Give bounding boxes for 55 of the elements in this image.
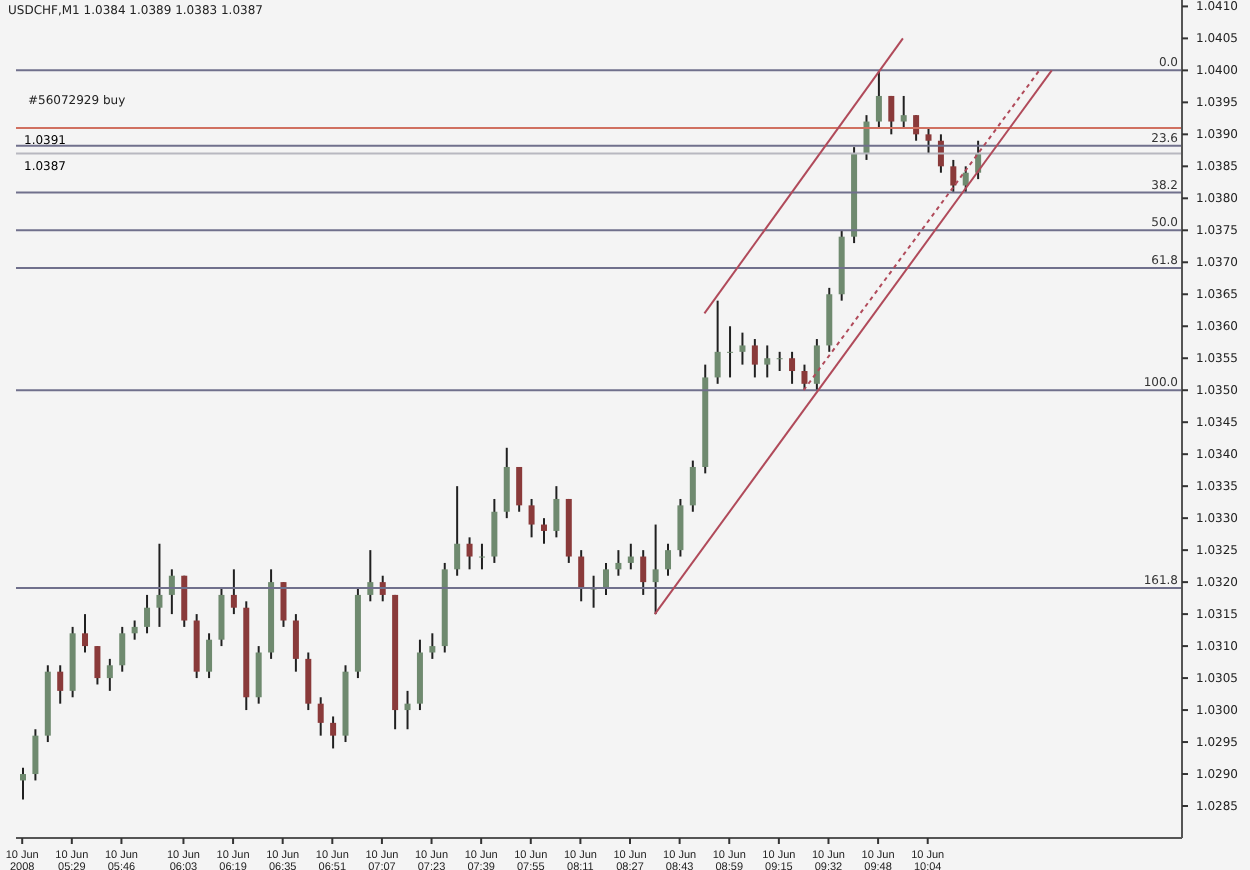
candlestick — [280, 581, 287, 628]
candlestick — [255, 645, 262, 705]
candlestick — [206, 632, 213, 680]
candlestick — [330, 715, 337, 750]
candlestick — [962, 165, 969, 193]
candlestick — [590, 574, 597, 609]
candlestick — [94, 645, 101, 686]
candlestick — [900, 94, 907, 129]
candlestick — [156, 542, 163, 628]
candlestick — [615, 549, 622, 577]
candlestick — [751, 338, 758, 379]
candlestick — [131, 619, 138, 641]
candlestick — [478, 542, 485, 571]
candlestick — [950, 158, 957, 193]
candlestick — [454, 485, 461, 577]
candlestick — [665, 542, 672, 577]
candlestick — [491, 497, 498, 564]
candlestick — [540, 517, 547, 545]
candlestick — [292, 613, 299, 673]
candlestick — [578, 549, 585, 603]
candlestick — [516, 465, 523, 513]
candlestick — [739, 331, 746, 366]
candlestick — [789, 350, 796, 385]
candlestick — [144, 593, 151, 635]
candlestick — [925, 126, 932, 155]
candlestick — [627, 542, 634, 571]
candlestick — [503, 446, 510, 520]
candlestick — [305, 651, 312, 712]
candlestick — [603, 561, 609, 596]
candlestick — [776, 350, 783, 373]
candlestick — [640, 549, 647, 596]
candlestick — [57, 664, 64, 705]
candlestick — [875, 69, 882, 129]
candlestick — [230, 568, 237, 616]
candlestick — [813, 338, 820, 392]
candlestick — [404, 689, 411, 731]
candlestick — [689, 459, 696, 513]
candlestick — [317, 696, 324, 737]
candlestick — [888, 94, 895, 136]
candlestick — [714, 299, 721, 385]
candlestick — [32, 728, 39, 782]
candlestick — [119, 625, 126, 673]
candlestick — [553, 485, 560, 539]
candlestick — [764, 344, 771, 379]
candlestick — [20, 766, 26, 801]
candlestick — [82, 613, 89, 654]
candlestick — [218, 587, 225, 648]
candlestick — [466, 536, 473, 571]
candlestick — [801, 363, 808, 392]
candlestick — [106, 657, 113, 692]
candlestick — [652, 523, 659, 616]
candlestick — [677, 497, 684, 558]
candlestick — [528, 497, 535, 539]
candlestick — [727, 325, 734, 379]
candlestick — [429, 632, 436, 660]
